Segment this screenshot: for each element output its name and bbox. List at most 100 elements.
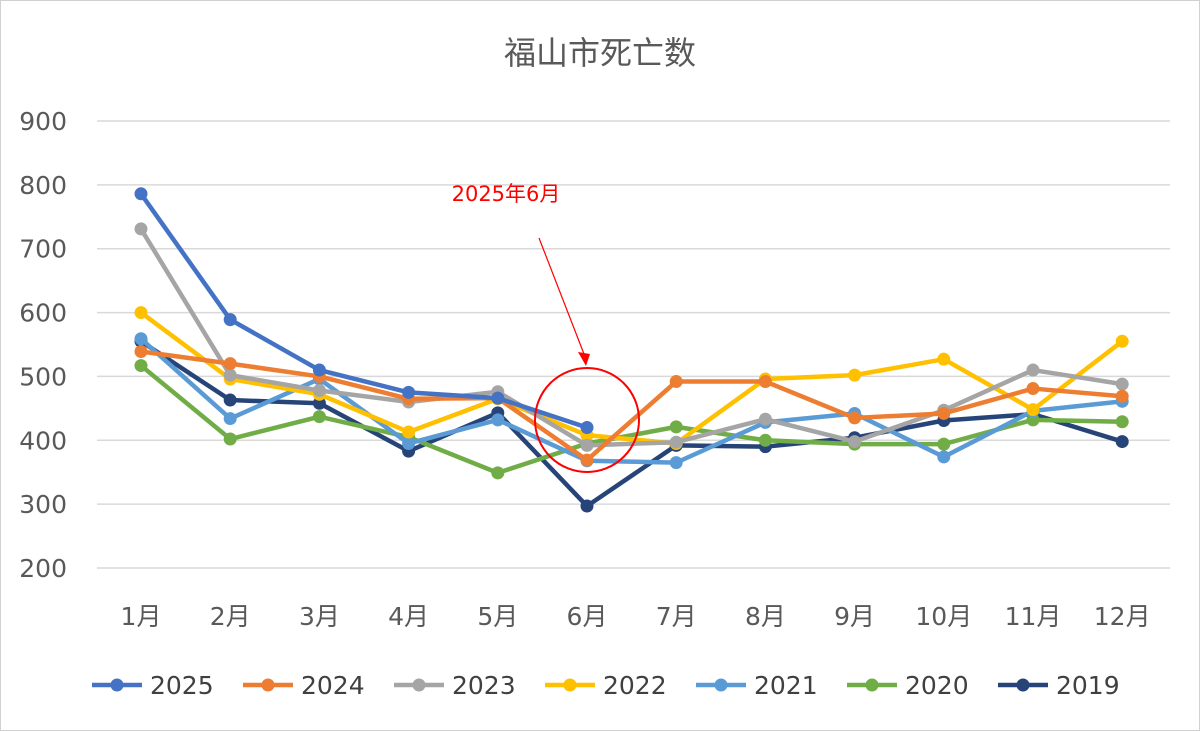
data-point-2021 <box>937 450 951 464</box>
legend-item-2025: 2025 <box>92 671 214 700</box>
data-point-2019 <box>223 393 237 407</box>
legend-item-2023: 2023 <box>394 671 516 700</box>
y-tick-label: 600 <box>19 299 67 328</box>
data-point-2025 <box>580 421 594 435</box>
data-point-2023 <box>312 383 326 397</box>
chart-title: 福山市死亡数 <box>504 34 696 72</box>
data-point-2024 <box>223 357 237 371</box>
y-tick-label: 800 <box>19 171 67 200</box>
series-line-2022 <box>138 310 1125 446</box>
x-tick-label: 10月 <box>915 602 972 631</box>
data-point-2024 <box>580 453 594 467</box>
x-tick-label: 8月 <box>745 602 786 631</box>
x-tick-label: 11月 <box>1005 602 1062 631</box>
y-tick-label: 400 <box>19 426 67 455</box>
gridlines <box>97 120 1170 569</box>
data-point-2021 <box>134 332 148 346</box>
data-point-2020 <box>491 466 505 480</box>
data-point-2025 <box>312 363 326 377</box>
data-point-2024 <box>1115 389 1129 403</box>
data-point-2025 <box>223 313 237 327</box>
series-line-2020 <box>138 363 1125 476</box>
data-point-2020 <box>758 433 772 447</box>
legend-label: 2024 <box>301 671 365 700</box>
data-point-2023 <box>1115 377 1129 391</box>
x-tick-label: 9月 <box>834 602 875 631</box>
legend-item-2020: 2020 <box>847 671 969 700</box>
data-point-2024 <box>758 375 772 389</box>
data-point-2022 <box>1115 334 1129 348</box>
legend-swatch-marker <box>110 678 124 692</box>
data-point-2025 <box>491 391 505 405</box>
data-point-2025 <box>402 385 416 399</box>
series-line-2025 <box>138 191 590 430</box>
series-line-2019 <box>138 339 1125 509</box>
annotation-arrowhead <box>578 352 590 366</box>
x-tick-label: 2月 <box>210 602 251 631</box>
legend-label: 2020 <box>905 671 969 700</box>
x-tick-label: 5月 <box>477 602 518 631</box>
data-point-2020 <box>937 437 951 451</box>
data-point-2022 <box>937 352 951 366</box>
series-line-2023 <box>138 226 1125 448</box>
legend-item-2024: 2024 <box>243 671 365 700</box>
data-point-2020 <box>1115 415 1129 429</box>
series-lines <box>134 187 1129 513</box>
x-tick-label: 4月 <box>388 602 429 631</box>
data-point-2021 <box>491 413 505 427</box>
data-point-2024 <box>937 406 951 420</box>
data-point-2023 <box>1026 363 1040 377</box>
y-tick-label: 900 <box>19 107 67 136</box>
annotation-arrow <box>538 237 585 355</box>
series-2024 <box>134 345 1129 467</box>
series-2025 <box>134 187 594 435</box>
legend-swatch-marker <box>714 678 728 692</box>
data-point-2023 <box>848 435 862 449</box>
x-tick-label: 6月 <box>567 602 608 631</box>
data-point-2024 <box>669 375 683 389</box>
data-point-2023 <box>223 368 237 382</box>
annotation-circle <box>534 367 640 473</box>
x-tick-label: 1月 <box>121 602 162 631</box>
data-point-2020 <box>223 432 237 446</box>
data-point-2025 <box>134 187 148 201</box>
data-point-2022 <box>1026 403 1040 417</box>
legend-label: 2019 <box>1056 671 1120 700</box>
data-point-2023 <box>669 435 683 449</box>
data-point-2024 <box>134 345 148 359</box>
data-point-2021 <box>223 412 237 426</box>
data-point-2020 <box>1026 413 1040 427</box>
y-tick-label: 300 <box>19 490 67 519</box>
data-point-2019 <box>1115 435 1129 449</box>
annotation-label: 2025年6月 <box>452 182 561 206</box>
legend-swatch-marker <box>412 678 426 692</box>
data-point-2024 <box>1026 382 1040 396</box>
data-point-2021 <box>402 436 416 450</box>
series-2023 <box>134 222 1129 452</box>
y-axis-ticks: 900 800 700 600 500 400 300 200 <box>19 107 67 583</box>
data-point-2022 <box>848 368 862 382</box>
legend-label: 2022 <box>603 671 667 700</box>
x-tick-label: 3月 <box>299 602 340 631</box>
data-point-2019 <box>580 499 594 513</box>
series-line-2021 <box>138 336 1125 465</box>
data-point-2019 <box>312 396 326 410</box>
legend: 2025 2024 2023 2022 2021 2020 2019 <box>92 671 1120 700</box>
data-point-2022 <box>134 306 148 320</box>
data-point-2023 <box>134 222 148 236</box>
series-line-2024 <box>138 349 1125 463</box>
legend-item-2019: 2019 <box>998 671 1120 700</box>
data-point-2020 <box>312 410 326 424</box>
legend-label: 2025 <box>150 671 214 700</box>
x-axis-ticks: 1月 2月 3月 4月 5月 6月 7月 8月 9月 10月 11月 12月 <box>121 602 1151 631</box>
legend-item-2022: 2022 <box>545 671 667 700</box>
data-point-2022 <box>402 425 416 439</box>
legend-item-2021: 2021 <box>696 671 818 700</box>
data-point-2021 <box>669 456 683 470</box>
legend-label: 2023 <box>452 671 516 700</box>
legend-swatch-marker <box>1016 678 1030 692</box>
legend-swatch-marker <box>563 678 577 692</box>
x-tick-label: 7月 <box>656 602 697 631</box>
